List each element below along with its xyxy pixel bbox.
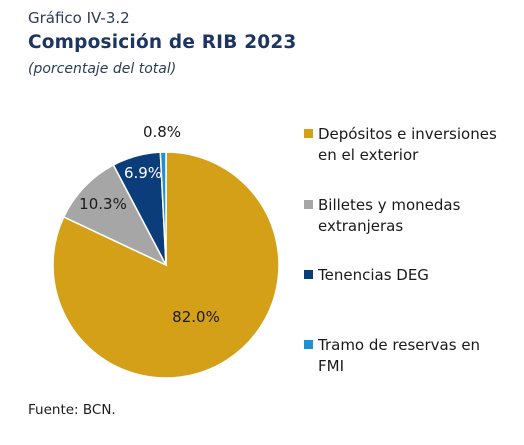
legend-swatch xyxy=(304,200,313,209)
legend-label-line: extranjeras xyxy=(318,217,404,235)
pie-slice-fmi xyxy=(159,151,167,266)
legend-label-line: en el exterior xyxy=(318,146,419,164)
data-label-billetes: 10.3% xyxy=(79,195,127,213)
legend-label-line: Depósitos e inversiones xyxy=(318,125,497,143)
chart-subtitle: (porcentaje del total) xyxy=(28,61,177,77)
data-label-deg: 6.9% xyxy=(124,164,162,182)
legend-swatch xyxy=(304,270,313,279)
data-label-depositos: 82.0% xyxy=(172,308,220,326)
legend-swatch xyxy=(304,340,313,349)
legend-label-line: Billetes y monedas xyxy=(318,196,461,214)
figure-label: Gráfico IV-3.2 xyxy=(28,9,130,27)
chart-source: Fuente: BCN. xyxy=(28,402,116,418)
legend-label-line: FMI xyxy=(318,357,344,375)
legend-swatch xyxy=(304,129,313,138)
data-label-fmi: 0.8% xyxy=(143,123,181,141)
pie-slice-billetes xyxy=(62,163,168,267)
chart-title: Composición de RIB 2023 xyxy=(28,32,297,53)
legend-label-line: Tenencias DEG xyxy=(318,266,429,284)
legend-label-line: Tramo de reservas en xyxy=(318,336,481,354)
pie-chart: 82.0% 10.3% 6.9% 0.8% xyxy=(52,123,280,379)
